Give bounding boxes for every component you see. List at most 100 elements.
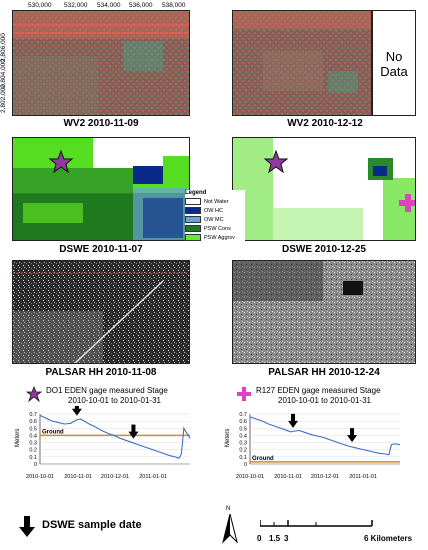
legend-title: Legend <box>185 190 207 196</box>
no-data-label: No Data <box>380 49 408 79</box>
palsar-image-b <box>232 260 416 364</box>
caption-wv2-b: WV2 2010-12-12 <box>287 118 363 129</box>
legend-item: Not Water <box>185 197 245 206</box>
y-tick-label: 0.3 <box>29 441 37 447</box>
r127-chart-subtitle: 2010-10-01 to 2010-01-31 <box>278 396 371 405</box>
scale-label: 3 <box>284 534 289 543</box>
ground-label: Ground <box>252 456 274 462</box>
sample-arrow-shaft <box>74 406 79 410</box>
legend-label: PSW Cons <box>204 225 231 232</box>
r127-plus-marker-h <box>399 200 415 206</box>
sample-arrow-shaft <box>291 413 296 422</box>
y-tick-label: 0.6 <box>239 419 247 425</box>
ground-label: Ground <box>42 429 64 435</box>
north-label: N <box>226 506 231 512</box>
legend-item: PSW Cons <box>185 224 245 233</box>
stage-series-line <box>249 416 401 456</box>
x-tick-label: 2010-11-01 <box>64 474 92 480</box>
legend-swatch-ow-mc <box>185 216 201 223</box>
wv2-texture-a <box>13 11 189 115</box>
legend-swatch-not-water <box>185 198 201 205</box>
sample-arrow-head <box>288 420 299 428</box>
top-tick-1: 530,000 <box>28 2 52 9</box>
down-arrow-icon <box>19 516 35 537</box>
scale-bar-graphic <box>260 520 373 527</box>
x-tick-label: 2011-01-01 <box>349 474 377 480</box>
sample-date-arrow <box>288 413 299 428</box>
r127-chart-plot: 00.10.20.3 0.40.50.60.7 Meters 2010-10-01 20… <box>225 412 401 480</box>
y-tick-label: 0.2 <box>239 448 247 454</box>
no-data-box: No Data <box>372 10 416 116</box>
top-tick-2: 532,000 <box>64 2 88 9</box>
legend-swatch-ow-hc <box>185 207 201 214</box>
r127-chart-title: R127 EDEN gage measured Stage <box>256 386 381 395</box>
top-tick-4: 536,000 <box>129 2 153 9</box>
do1-star-marker-b <box>263 149 289 174</box>
dswe-image-a <box>12 137 190 241</box>
left-tick-3: 2,802,000 <box>0 84 7 113</box>
legend-swatch-psw-aggrsv <box>185 234 201 241</box>
x-tick-label: 2010-12-01 <box>311 474 339 480</box>
sample-arrow-shaft <box>350 428 355 437</box>
sample-arrow-head <box>128 431 139 439</box>
sample-arrow-shaft <box>131 424 136 433</box>
y-axis-label: Meters <box>15 429 21 447</box>
wv2-image-b <box>232 10 372 116</box>
legend-item: OW HC <box>185 206 245 215</box>
x-tick-label: 2011-01-01 <box>139 474 167 480</box>
north-arrow-icon <box>222 514 238 544</box>
scale-bar: 0 1.5 3 6 Kilometers <box>256 520 412 546</box>
legend-label: OW MC <box>204 216 224 223</box>
scale-label: 6 Kilometers <box>364 534 413 543</box>
caption-wv2-a: WV2 2010-11-09 <box>63 118 139 129</box>
x-tick-label: 2010-12-01 <box>101 474 129 480</box>
top-tick-3: 534,000 <box>97 2 121 9</box>
y-tick-label: 0.7 <box>29 412 37 418</box>
chart-do1: DO1 EDEN gage measured Stage 2010-10-01 … <box>12 384 202 480</box>
legend-swatch-psw-cons <box>185 225 201 232</box>
legend-label: OW HC <box>204 207 223 214</box>
north-arrow: N <box>220 506 240 544</box>
dswe-map-a <box>13 138 189 240</box>
palsar-image-a <box>12 260 190 364</box>
legend-item: PSW Aggrsv <box>185 233 245 242</box>
legend-label: PSW Aggrsv <box>204 234 235 241</box>
x-tick-label: 2010-11-01 <box>274 474 302 480</box>
sample-arrow-head <box>71 408 82 416</box>
caption-dswe-b: DSWE 2010-12-25 <box>282 244 366 255</box>
palsar-texture-b <box>233 261 415 363</box>
y-tick-label: 0.1 <box>239 455 247 461</box>
caption-dswe-a: DSWE 2010-11-07 <box>59 244 143 255</box>
y-tick-label: 0.4 <box>29 433 37 439</box>
dswe-image-b <box>232 137 416 241</box>
wv2-texture-b <box>233 11 371 115</box>
legend: Legend Not Water OW HC OW MC PSW Cons PS… <box>185 190 245 242</box>
y-tick-label: 0.1 <box>29 455 37 461</box>
legend-label: Not Water <box>204 198 229 205</box>
scale-label: 0 <box>257 534 262 543</box>
y-tick-label: 0.4 <box>239 433 247 439</box>
sample-date-arrow <box>128 424 139 439</box>
do1-chart-subtitle: 2010-10-01 to 2010-01-31 <box>68 396 161 405</box>
y-tick-label: 0 <box>34 462 37 468</box>
palsar-texture-a <box>13 261 189 363</box>
do1-chart-title: DO1 EDEN gage measured Stage <box>46 386 168 395</box>
top-tick-5: 538,000 <box>162 2 186 9</box>
x-tick-label: 2010-10-01 <box>26 474 54 480</box>
do1-star-marker-a <box>48 149 74 174</box>
y-tick-label: 0.2 <box>29 448 37 454</box>
y-tick-label: 0.7 <box>239 412 247 418</box>
sample-date-arrow <box>71 406 82 416</box>
y-tick-label: 0.5 <box>239 426 247 432</box>
do1-chart-plot: 00.10.20.3 0.40.50.60.7 Meters 2010-10-01 20… <box>15 406 191 480</box>
r127-plus-icon <box>237 387 251 401</box>
stage-series-line <box>39 414 191 459</box>
scale-label: 1.5 <box>269 534 281 543</box>
caption-palsar-b: PALSAR HH 2010-12-24 <box>268 367 380 378</box>
caption-palsar-a: PALSAR HH 2010-11-08 <box>45 367 157 378</box>
y-tick-label: 0.5 <box>29 426 37 432</box>
sample-date-arrow <box>347 428 358 443</box>
left-tick-1: 2,806,000 <box>0 33 7 62</box>
y-tick-label: 0.6 <box>29 419 37 425</box>
legend-item: OW MC <box>185 215 245 224</box>
